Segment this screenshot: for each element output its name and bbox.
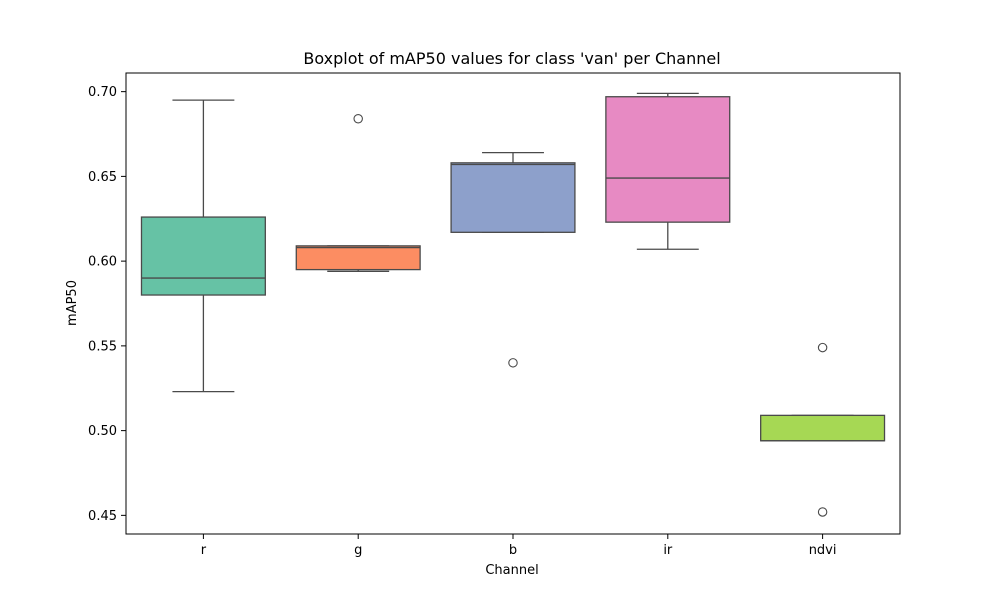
x-axis: r g b ir ndvi bbox=[201, 534, 837, 558]
box-g bbox=[295, 114, 421, 272]
box-iqr bbox=[760, 414, 886, 442]
box-iqr bbox=[295, 245, 421, 271]
x-tick-label-g: g bbox=[354, 543, 362, 558]
outlier-point bbox=[817, 507, 828, 517]
outlier-point bbox=[353, 114, 363, 124]
x-tick-label-r: r bbox=[201, 543, 207, 558]
x-tick-label-b: b bbox=[509, 543, 517, 558]
y-tick-label: 0.70 bbox=[88, 85, 117, 100]
x-axis-label: Channel bbox=[485, 563, 538, 578]
y-axis-label: mAP50 bbox=[65, 280, 80, 326]
outlier-point bbox=[817, 342, 828, 353]
plot-frame bbox=[125, 72, 901, 535]
y-tick-label: 0.60 bbox=[88, 255, 117, 270]
x-tick-label-ir: ir bbox=[663, 543, 673, 558]
outlier-point bbox=[508, 358, 518, 368]
box-iqr bbox=[140, 216, 266, 296]
box-ir bbox=[605, 92, 731, 250]
box-b bbox=[450, 152, 576, 368]
chart-title: Boxplot of mAP50 values for class 'van' … bbox=[303, 49, 720, 68]
x-tick-label-ndvi: ndvi bbox=[809, 543, 837, 558]
y-tick-label: 0.55 bbox=[88, 339, 117, 354]
y-tick-label: 0.50 bbox=[88, 424, 117, 439]
box-iqr bbox=[605, 96, 731, 223]
y-tick-label: 0.45 bbox=[88, 509, 117, 524]
box-ndvi bbox=[760, 342, 886, 517]
y-tick-label: 0.65 bbox=[88, 170, 117, 185]
box-iqr bbox=[450, 162, 576, 233]
box-r bbox=[140, 99, 266, 393]
plot-area bbox=[140, 92, 886, 517]
y-axis: 0.45 0.50 0.55 0.60 0.65 0.70 bbox=[88, 85, 126, 524]
